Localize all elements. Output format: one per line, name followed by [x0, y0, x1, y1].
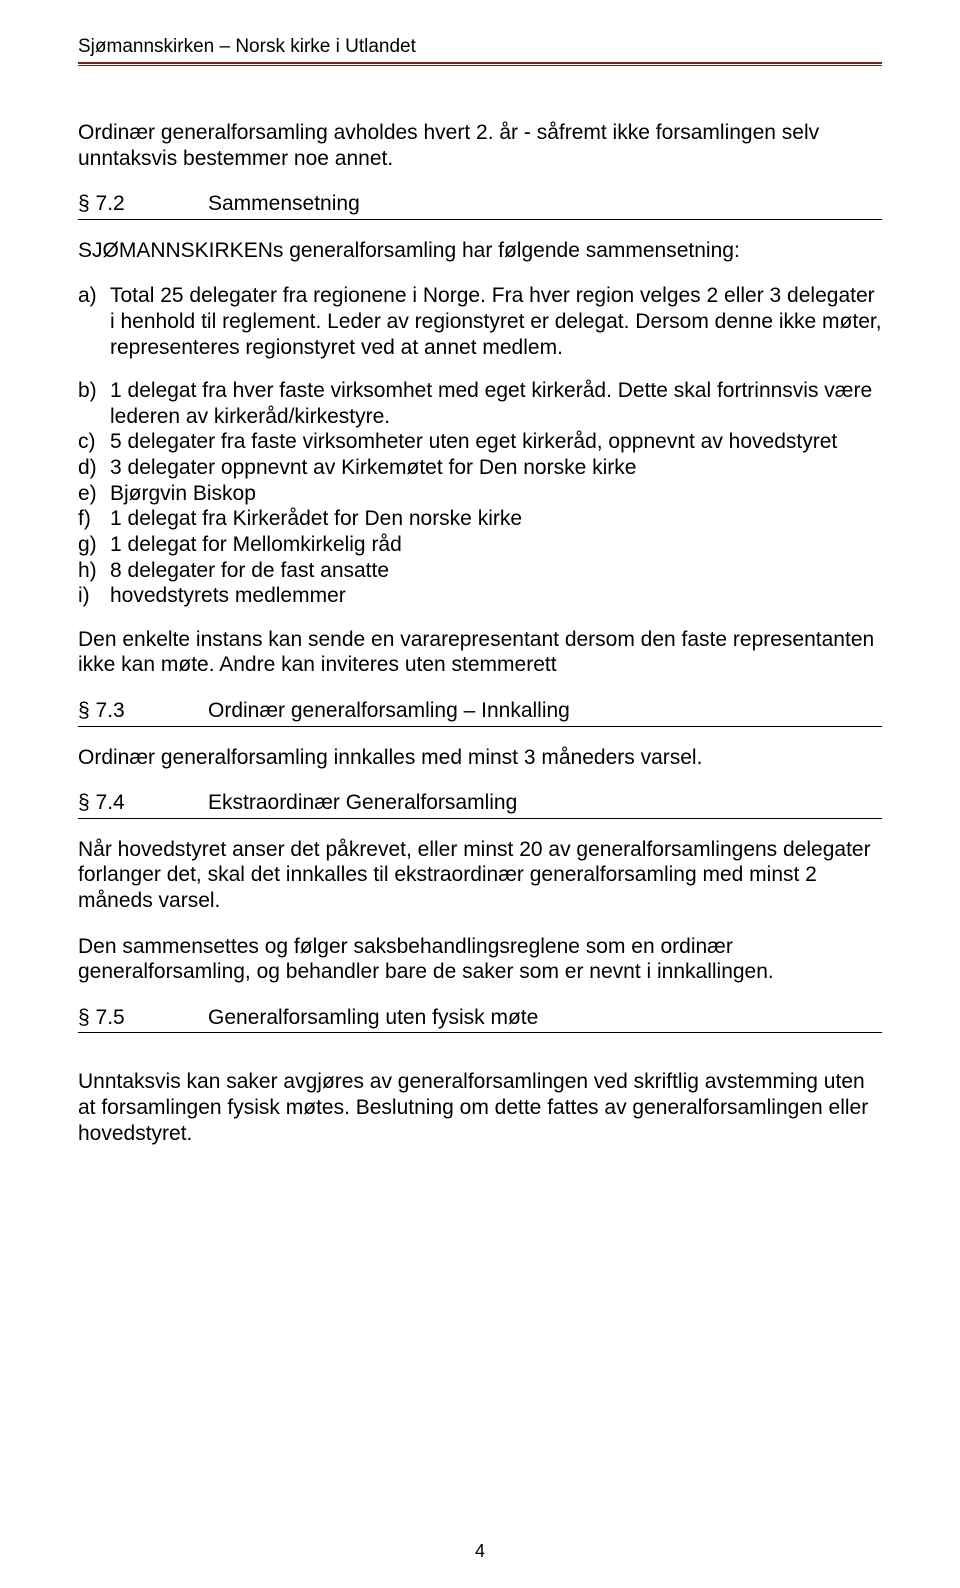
section-heading-7-4: § 7.4 Ekstraordinær Generalforsamling — [78, 790, 882, 819]
paragraph: Når hovedstyret anser det påkrevet, elle… — [78, 837, 882, 914]
list-text: 8 delegater for de fast ansatte — [110, 558, 882, 584]
list-text: 3 delegater oppnevnt av Kirkemøtet for D… — [110, 455, 882, 481]
section-heading-7-3: § 7.3 Ordinær generalforsamling – Innkal… — [78, 698, 882, 727]
list-item-d: d) 3 delegater oppnevnt av Kirkemøtet fo… — [78, 455, 882, 481]
list-marker: a) — [78, 283, 110, 360]
list-text: 1 delegat fra hver faste virksomhet med … — [110, 378, 882, 429]
list-text: hovedstyrets medlemmer — [110, 583, 882, 609]
list-marker: h) — [78, 558, 110, 584]
paragraph: Ordinær generalforsamling avholdes hvert… — [78, 120, 882, 171]
section-heading-7-5: § 7.5 Generalforsamling uten fysisk møte — [78, 1005, 882, 1034]
list-item-a: a) Total 25 delegater fra regionene i No… — [78, 283, 882, 360]
list-text: 1 delegat fra Kirkerådet for Den norske … — [110, 506, 882, 532]
list-item-b: b) 1 delegat fra hver faste virksomhet m… — [78, 378, 882, 429]
list-text: Bjørgvin Biskop — [110, 481, 882, 507]
list-item-h: h) 8 delegater for de fast ansatte — [78, 558, 882, 584]
paragraph: SJØMANNSKIRKENs generalforsamling har fø… — [78, 238, 882, 264]
section-heading-7-2: § 7.2 Sammensetning — [78, 191, 882, 220]
section-number: § 7.2 — [78, 191, 208, 217]
list-item-e: e) Bjørgvin Biskop — [78, 481, 882, 507]
section-number: § 7.4 — [78, 790, 208, 816]
paragraph: Den sammensettes og følger saksbehandlin… — [78, 934, 882, 985]
paragraph: Unntaksvis kan saker avgjøres av general… — [78, 1069, 882, 1146]
list-item-f: f) 1 delegat fra Kirkerådet for Den nors… — [78, 506, 882, 532]
list-marker: e) — [78, 481, 110, 507]
list-item-g: g) 1 delegat for Mellomkirkelig råd — [78, 532, 882, 558]
header-rule — [78, 62, 882, 66]
paragraph: Ordinær generalforsamling innkalles med … — [78, 745, 882, 771]
list-item-c: c) 5 delegater fra faste virksomheter ut… — [78, 429, 882, 455]
section-title: Sammensetning — [208, 191, 360, 217]
section-title: Generalforsamling uten fysisk møte — [208, 1005, 538, 1031]
list-item-i: i) hovedstyrets medlemmer — [78, 583, 882, 609]
section-number: § 7.5 — [78, 1005, 208, 1031]
list-marker: c) — [78, 429, 110, 455]
list-marker: b) — [78, 378, 110, 429]
list-text: Total 25 delegater fra regionene i Norge… — [110, 283, 882, 360]
page-number: 4 — [0, 1541, 960, 1562]
list-text: 5 delegater fra faste virksomheter uten … — [110, 429, 882, 455]
section-number: § 7.3 — [78, 698, 208, 724]
list-text: 1 delegat for Mellomkirkelig råd — [110, 532, 882, 558]
page-header: Sjømannskirken – Norsk kirke i Utlandet — [78, 36, 882, 62]
list-marker: i) — [78, 583, 110, 609]
list-marker: d) — [78, 455, 110, 481]
section-title: Ekstraordinær Generalforsamling — [208, 790, 517, 816]
list-marker: g) — [78, 532, 110, 558]
paragraph: Den enkelte instans kan sende en vararep… — [78, 627, 882, 678]
section-title: Ordinær generalforsamling – Innkalling — [208, 698, 570, 724]
list-marker: f) — [78, 506, 110, 532]
